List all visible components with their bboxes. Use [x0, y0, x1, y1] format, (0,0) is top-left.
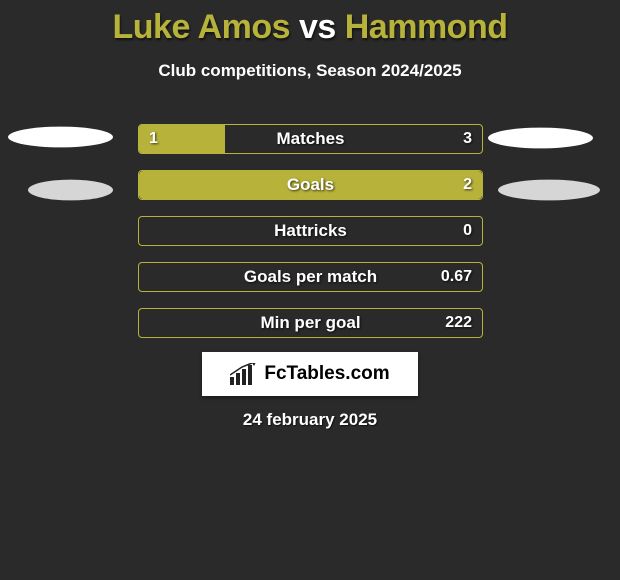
stat-label: Min per goal [260, 313, 360, 333]
stat-value-right: 2 [463, 176, 472, 194]
stat-value-left: 1 [149, 130, 158, 148]
title-word-1: Amos [190, 8, 290, 46]
title-word-3: Hammond [336, 8, 508, 46]
stat-value-right: 0.67 [441, 268, 472, 286]
stat-value-right: 3 [463, 130, 472, 148]
stat-label: Matches [276, 129, 344, 149]
stat-row-goals: Goals 2 [138, 170, 483, 200]
stat-row-hattricks: Hattricks 0 [138, 216, 483, 246]
title-word-2: vs [290, 8, 336, 46]
branding-badge: FcTables.com [202, 352, 418, 396]
stat-row-goals-per-match: Goals per match 0.67 [138, 262, 483, 292]
title-word-0: Luke [113, 8, 190, 46]
date-text: 24 february 2025 [243, 410, 377, 430]
stat-value-right: 0 [463, 222, 472, 240]
bar-chart-icon [230, 363, 258, 385]
branding-text: FcTables.com [264, 363, 389, 385]
stat-row-min-per-goal: Min per goal 222 [138, 308, 483, 338]
player-left-shadow-top [8, 127, 113, 148]
stat-label: Goals per match [244, 267, 377, 287]
stats-panel: Matches 1 3 Goals 2 Hattricks 0 Goals per match… [138, 124, 483, 354]
player-right-shadow-top [488, 128, 593, 149]
subtitle: Club competitions, Season 2024/2025 [0, 61, 620, 81]
player-right-shadow-bottom [498, 180, 600, 201]
stat-label: Hattricks [274, 221, 347, 241]
stat-label: Goals [287, 175, 334, 195]
title: Luke Amos vs Hammond [0, 0, 620, 47]
stat-value-right: 222 [445, 314, 472, 332]
stat-row-matches: Matches 1 3 [138, 124, 483, 154]
player-left-shadow-bottom [28, 180, 113, 201]
